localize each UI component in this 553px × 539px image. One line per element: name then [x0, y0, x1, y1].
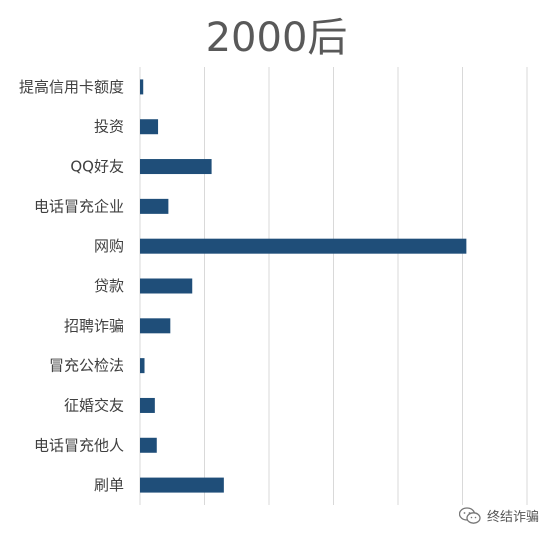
category-label: 提高信用卡额度	[19, 78, 124, 96]
bar	[140, 278, 193, 294]
bar-layer	[140, 79, 467, 493]
bar	[140, 198, 169, 214]
category-label: 网购	[94, 237, 124, 255]
bar	[140, 358, 145, 374]
category-label: 招聘诈骗	[64, 317, 124, 335]
bar	[140, 119, 159, 135]
category-label: 电话冒充他人	[34, 436, 124, 454]
wechat-icon	[458, 506, 481, 524]
category-label: 贷款	[94, 277, 124, 295]
bar	[140, 437, 157, 453]
category-label: 刷单	[94, 476, 124, 494]
watermark: 终结诈骗	[458, 506, 539, 525]
grid-layer	[139, 67, 528, 505]
watermark-text: 终结诈骗	[486, 510, 539, 525]
bar	[140, 159, 212, 175]
bar	[140, 79, 144, 95]
category-label: 投资	[94, 118, 124, 136]
chart-title: 2000后	[205, 15, 348, 61]
bar	[140, 238, 467, 254]
category-label: 电话冒充企业	[34, 197, 124, 215]
category-label: 冒充公检法	[49, 357, 124, 375]
category-label: QQ好友	[70, 158, 124, 176]
bar	[140, 397, 155, 413]
bar	[140, 318, 171, 334]
category-label: 征婚交友	[64, 396, 124, 414]
bar	[140, 477, 224, 493]
